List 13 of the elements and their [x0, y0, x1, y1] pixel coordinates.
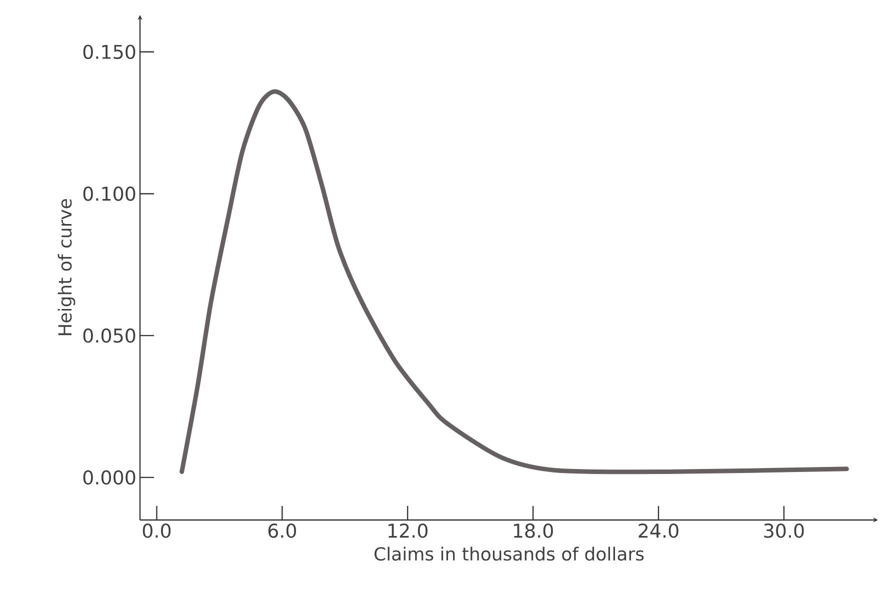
y-tick-label: 0.150 — [83, 44, 136, 60]
line-series — [180, 89, 849, 474]
x-tick-label: 30.0 — [764, 524, 804, 538]
y-axis-title: Height of curve — [58, 199, 76, 336]
x-tick-label: 0.0 — [142, 524, 171, 538]
x-tick-label: 24.0 — [638, 524, 678, 538]
x-axis-title: Claims in thousands of dollars — [374, 546, 644, 561]
y-tick-label: 0.100 — [83, 186, 136, 201]
y-tick-label: 0.000 — [83, 470, 136, 485]
y-tick-label: 0.050 — [83, 328, 136, 343]
x-tick-label: 6.0 — [268, 524, 296, 538]
x-tick-label: 12.0 — [388, 524, 428, 538]
x-tick-label: 18.0 — [514, 524, 553, 538]
